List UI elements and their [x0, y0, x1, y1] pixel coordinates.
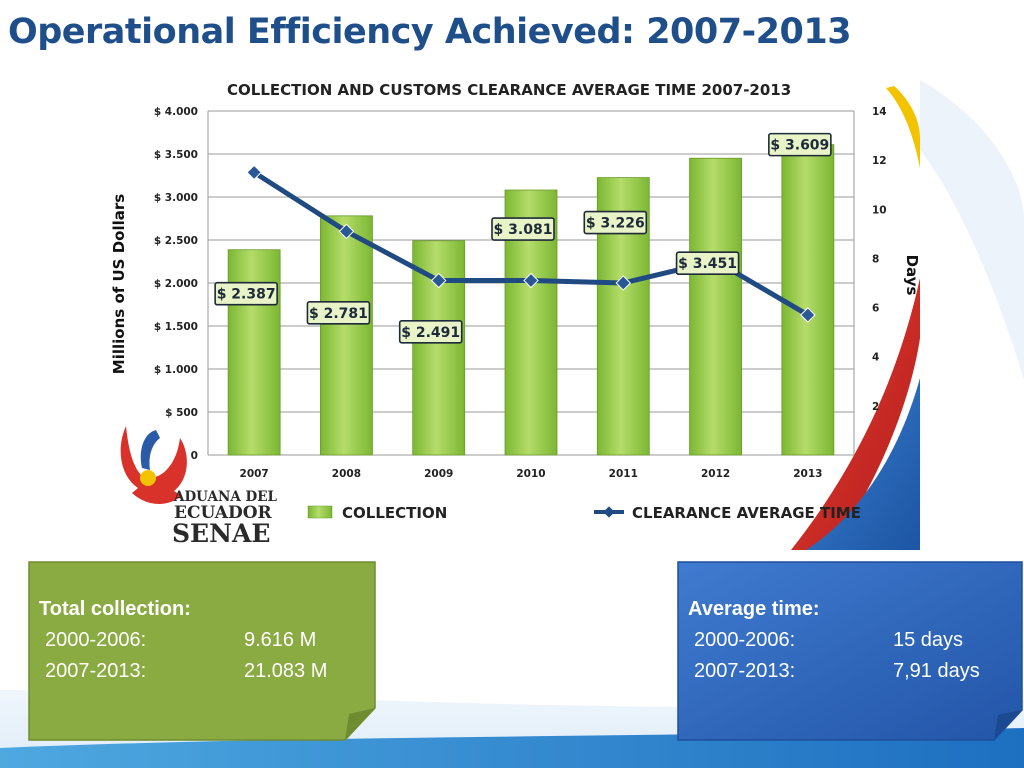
collection-row: 2000-2006: 9.616 M [39, 625, 316, 656]
x-axis-ticks: 2007 2008 2009 2010 2011 2012 2013 [240, 468, 823, 480]
y-tick-label: $ 3.000 [154, 192, 198, 204]
clearance-point [246, 164, 262, 181]
x-tick-label: 2011 [609, 468, 638, 480]
clearance-point [430, 272, 447, 289]
legend-collection-swatch [307, 505, 333, 519]
y2-tick-label: 12 [872, 155, 887, 167]
collection-row: 2007-2013: 21.083 M [39, 656, 327, 687]
bar-value-label: $ 3.451 [675, 251, 740, 276]
bar-value-label-text: $ 3.451 [678, 256, 737, 272]
y-tick-label: $ 500 [165, 407, 198, 419]
collection-value-1: 9.616 M [244, 629, 317, 651]
collection-heading: Total collection: [39, 598, 191, 620]
legend-clearance-label: CLEARANCE AVERAGE TIME [632, 504, 861, 522]
y2-tick-label: 10 [872, 204, 887, 216]
clearance-point [615, 275, 632, 291]
time-heading: Average time: [688, 598, 820, 620]
legend-clearance-marker [603, 506, 615, 518]
svg-text:ADUANA DEL: ADUANA DEL [173, 489, 278, 505]
clearance-point [338, 223, 355, 240]
y-tick-label: $ 1.000 [154, 364, 198, 376]
bar-value-label-text: $ 2.387 [217, 287, 276, 303]
collection-period-1: 2000-2006: [45, 629, 147, 651]
bar-value-label-box [491, 217, 555, 241]
collection-period-2: 2007-2013: [45, 660, 147, 682]
bar-value-label-box [398, 319, 463, 344]
y2-tick-label: 6 [872, 303, 879, 315]
y-axis-label: Millions of US Dollars [110, 194, 128, 374]
bar-value-label: $ 2.387 [214, 281, 278, 306]
bar-value-label-box [675, 251, 740, 276]
legend: COLLECTION CLEARANCE AVERAGE TIME [307, 504, 861, 522]
chart-panel: COLLECTION AND CUSTOMS CLEARANCE AVERAGE… [86, 78, 921, 550]
senae-logo: ADUANA DEL ECUADOR SENAE [120, 426, 278, 548]
collection-clearance-chart: COLLECTION AND CUSTOMS CLEARANCE AVERAGE… [110, 81, 921, 550]
bar-value-label-text: $ 3.609 [770, 138, 829, 154]
slide-title: Operational Efficiency Achieved: 2007-20… [8, 12, 852, 52]
collection-bar [320, 215, 373, 456]
bar-value-label: $ 3.226 [583, 210, 648, 235]
time-row: 2007-2013: 7,91 days [688, 656, 980, 687]
time-value-1: 15 days [893, 629, 964, 651]
y-tick-label: $ 3.500 [154, 149, 198, 161]
bar-value-label: $ 3.609 [768, 132, 832, 157]
average-time-note: Average time: 2000-2006: 15 days 2007-20… [676, 560, 1024, 742]
clearance-point [523, 272, 539, 289]
y-tick-label: $ 2.000 [154, 278, 198, 290]
x-tick-label: 2008 [332, 468, 361, 480]
x-tick-label: 2013 [793, 468, 822, 480]
y2-tick-label: 8 [872, 253, 879, 265]
y-tick-label: $ 4.000 [154, 106, 198, 118]
bar-value-label-box [214, 281, 278, 306]
total-collection-note: Total collection: 2000-2006: 9.616 M 200… [27, 560, 377, 742]
y-axis-ticks: $ 4.000 $ 3.500 $ 3.000 $ 2.500 $ 2.000 $ 1.5… [154, 106, 198, 462]
bar-value-labels: $ 2.387 $ 2.781 $ 2.491 $ 3.081 $ 3.226 $ 3.4… [214, 132, 832, 344]
collection-value-2: 21.083 M [244, 660, 328, 682]
collection-bar [781, 144, 835, 456]
bar-value-label: $ 2.781 [306, 301, 371, 325]
bar-value-label-text: $ 3.226 [586, 216, 645, 232]
legend-collection-label: COLLECTION [342, 504, 447, 522]
bar-value-label-text: $ 3.081 [494, 222, 553, 238]
x-tick-label: 2012 [701, 468, 730, 480]
bar-value-label-box [306, 301, 371, 325]
bar-value-label: $ 3.081 [491, 217, 555, 241]
y2-tick-label: 2 [872, 401, 879, 413]
ecuador-flag-swoosh [791, 86, 920, 550]
x-tick-label: 2007 [240, 468, 269, 480]
y2-tick-label: 14 [872, 106, 887, 118]
y-tick-label: $ 1.500 [154, 321, 198, 333]
blue-note-shape [677, 561, 1023, 741]
bar-value-label-box [583, 210, 648, 235]
bar-value-label: $ 2.491 [398, 319, 463, 344]
collection-bars [227, 144, 835, 456]
green-note-shape [28, 561, 376, 741]
y-tick-label: $ 2.500 [154, 235, 198, 247]
svg-text:ECUADOR: ECUADOR [174, 503, 273, 523]
y2-axis-ticks: 14 12 10 8 6 4 2 [872, 106, 887, 413]
collection-bar [227, 249, 281, 456]
y2-tick-label: 4 [872, 352, 879, 364]
bar-value-label-text: $ 2.781 [309, 306, 368, 322]
x-tick-label: 2009 [424, 468, 453, 480]
time-period-2: 2007-2013: [694, 660, 796, 682]
time-value-2: 7,91 days [893, 660, 980, 682]
time-row: 2000-2006: 15 days [688, 625, 963, 656]
chart-title: COLLECTION AND CUSTOMS CLEARANCE AVERAGE… [227, 81, 791, 99]
svg-text:SENAE: SENAE [172, 519, 270, 548]
y2-axis-label: Days [903, 255, 921, 296]
bar-value-label-box [768, 132, 832, 157]
x-tick-label: 2010 [516, 468, 545, 480]
clearance-point [800, 307, 816, 323]
collection-bar [689, 157, 742, 456]
bar-value-label-text: $ 2.491 [401, 325, 460, 341]
time-period-1: 2000-2006: [694, 629, 796, 651]
